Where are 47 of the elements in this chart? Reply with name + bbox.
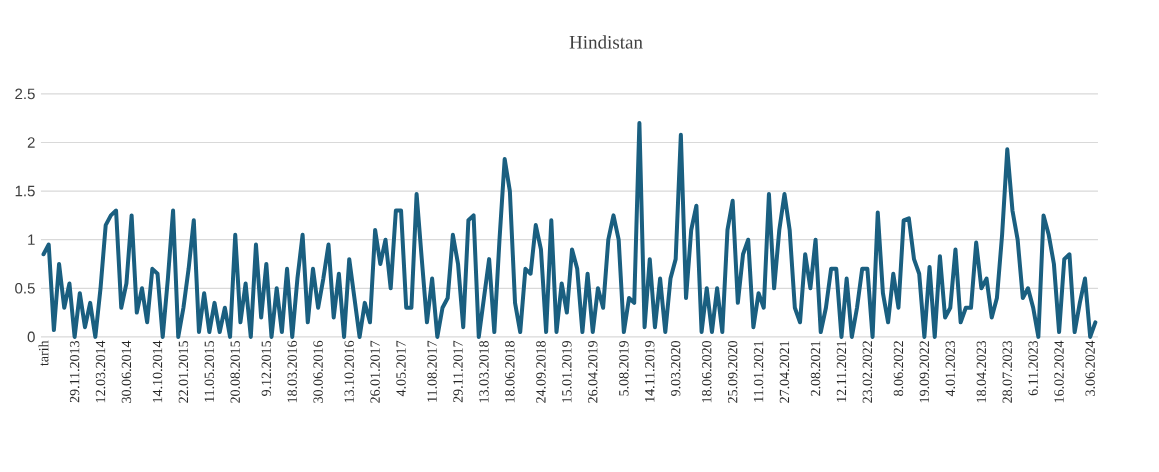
x-tick-label: 4.01.2023 — [945, 340, 956, 397]
x-tick-label: 15.01.2019 — [562, 341, 572, 403]
x-tick-label: 20.08.2015 — [230, 340, 240, 403]
x-tick-label: 30.06.2014 — [121, 340, 132, 403]
x-tick-label: 2.08.2021 — [810, 341, 821, 396]
x-tick-label: 11.08.2017 — [427, 340, 437, 402]
x-tick-label: 26.01.2017 — [370, 340, 380, 403]
x-tick-label: 13.10.2016 — [344, 340, 354, 403]
x-tick-label: 28.07.2023 — [1002, 340, 1013, 403]
y-tick-label: 2.5 — [15, 88, 35, 100]
x-tick-label: 25.09.2020 — [727, 340, 738, 403]
y-tick-label: 0.5 — [15, 282, 35, 294]
x-tick-label: 18.06.2018 — [505, 340, 515, 403]
x-tick-label: 30.06.2016 — [313, 340, 323, 403]
x-tick-label: 19.09.2022 — [919, 341, 930, 403]
x-tick-label: 27.04.2021 — [779, 341, 790, 403]
x-tick-label: 24.09.2018 — [536, 340, 546, 403]
x-tick-label: 14.11.2019 — [645, 340, 655, 402]
x-tick-label: 11.01.2021 — [753, 341, 764, 402]
y-tick-label: 0 — [27, 331, 35, 343]
line-series — [41, 121, 1098, 339]
y-tick-label: 1.5 — [15, 185, 35, 197]
x-tick-label: 8.06.2022 — [893, 341, 904, 396]
x-tick-label: tarih — [38, 340, 49, 366]
x-tick-label: 14.10.2014 — [152, 340, 163, 403]
x-tick-label: 18.03.2016 — [287, 340, 297, 403]
x-tick-label: 4.05.2017 — [396, 340, 406, 397]
y-tick-label: 2 — [27, 137, 35, 148]
x-tick-label: 29.11.2013 — [69, 340, 80, 403]
x-tick-label: 29.11.2017 — [453, 340, 463, 403]
x-tick-label: 23.02.2022 — [862, 341, 873, 403]
x-tick-label: 6.11.2023 — [1028, 340, 1038, 396]
x-tick-label: 11.05.2015 — [204, 340, 215, 402]
x-tick-label: 26.04.2019 — [588, 341, 598, 403]
x-tick-label: 3.06.2024 — [1085, 340, 1095, 396]
chart-title: Hindistan — [569, 35, 643, 49]
x-tick-label: 9.03.2020 — [670, 340, 681, 396]
x-tick-label: 9.12.2015 — [261, 340, 272, 396]
x-tick-label: 18.06.2020 — [702, 340, 712, 403]
x-tick-label: 12.11.2021 — [836, 341, 847, 402]
y-tick-label: 1 — [28, 234, 35, 245]
x-tick-label: 18.04.2023 — [976, 340, 987, 403]
x-tick-label: 22.01.2015 — [178, 340, 189, 403]
x-tick-label: 13.03.2018 — [479, 340, 489, 403]
x-tick-label: 16.02.2024 — [1054, 340, 1064, 403]
x-tick-label: 12.03.2014 — [95, 340, 106, 403]
x-tick-label: 5.08.2019 — [619, 341, 629, 396]
